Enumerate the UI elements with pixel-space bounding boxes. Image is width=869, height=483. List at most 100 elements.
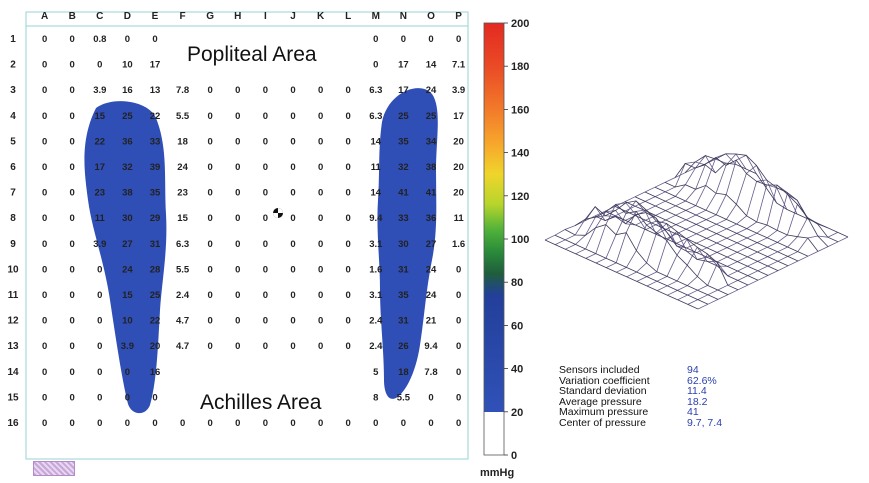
grid-cell-value: 0 — [97, 418, 102, 429]
grid-cell-value: 0 — [42, 239, 47, 250]
stat-value: 94 — [687, 364, 699, 376]
grid-cell-value: 0 — [235, 213, 240, 224]
grid-cell-value: 0 — [346, 316, 351, 327]
grid-cell-value: 9.4 — [424, 341, 438, 352]
column-header: H — [234, 11, 241, 22]
grid-cell-value: 0 — [318, 188, 323, 199]
grid-cell-value: 0 — [42, 188, 47, 199]
grid-cell-value: 0 — [263, 188, 268, 199]
column-header: E — [152, 11, 159, 22]
row-header: 9 — [10, 239, 16, 250]
row-header: 7 — [10, 188, 16, 199]
grid-cell-value: 27 — [426, 239, 437, 250]
grid-cell-value: 0 — [208, 418, 213, 429]
grid-cell-value: 5.5 — [176, 111, 190, 122]
stat-label: Average pressure — [559, 395, 642, 408]
grid-cell-value: 0 — [346, 162, 351, 173]
grid-cell-value: 0 — [125, 418, 130, 429]
grid-cell-value: 0 — [346, 85, 351, 96]
selection-swatch[interactable] — [33, 461, 75, 476]
row-header: 8 — [10, 213, 16, 224]
stat-row: Standard deviation 11.4 — [559, 386, 722, 397]
grid-cell-value: 0 — [290, 111, 295, 122]
grid-cell-value: 18 — [177, 136, 188, 147]
grid-cell-value: 33 — [150, 136, 161, 147]
grid-cell-value: 1.6 — [369, 264, 382, 275]
grid-cell-value: 0 — [235, 239, 240, 250]
grid-cell-value: 38 — [426, 162, 437, 173]
grid-cell-value: 7.8 — [424, 367, 437, 378]
scale-tick-label: 80 — [511, 277, 523, 289]
grid-cell-value: 0 — [70, 392, 75, 403]
stat-value: 9.7, 7.4 — [687, 416, 723, 429]
grid-cell-value: 22 — [150, 111, 161, 122]
grid-cell-value: 24 — [426, 264, 437, 275]
grid-cell-value: 0 — [152, 34, 157, 45]
grid-cell-value: 0 — [125, 34, 130, 45]
grid-cell-value: 0 — [263, 162, 268, 173]
grid-cell-value: 0 — [346, 418, 351, 429]
grid-cell-value: 0 — [346, 188, 351, 199]
grid-cell-value: 0 — [70, 239, 75, 250]
grid-cell-value: 33 — [398, 213, 409, 224]
grid-cell-value: 0 — [263, 418, 268, 429]
grid-cell-value: 0 — [235, 264, 240, 275]
grid-cell-value: 6.3 — [369, 111, 382, 122]
grid-cell-value: 0 — [318, 341, 323, 352]
grid-cell-value: 15 — [95, 111, 106, 122]
grid-cell-value: 0 — [456, 392, 461, 403]
pressure-grid-panel: A B C D E F G H I J K L M N O P 1 2 3 4 5 6 7 8 9 10 11 12 13 14 15 16 0… — [7, 11, 469, 476]
grid-cell-value: 0 — [235, 136, 240, 147]
grid-cell-value: 0 — [70, 418, 75, 429]
grid-cell-value: 0 — [290, 213, 295, 224]
grid-cell-value: 28 — [150, 264, 161, 275]
column-header: A — [41, 11, 48, 22]
grid-cell-value: 0 — [42, 136, 47, 147]
grid-cell-value: 0 — [235, 188, 240, 199]
grid-cell-value: 5.5 — [176, 264, 190, 275]
grid-cell-value: 17 — [95, 162, 106, 173]
column-header: N — [400, 11, 407, 22]
grid-cell-value: 14 — [426, 60, 437, 71]
statistics-panel: Sensors included 94 Variation coefficient 6… — [559, 365, 722, 429]
column-header: P — [455, 11, 462, 22]
grid-cell-value: 31 — [398, 316, 409, 327]
grid-cell-value: 0 — [346, 264, 351, 275]
stat-value: 11.4 — [687, 385, 707, 398]
grid-cell-value: 7.1 — [452, 60, 466, 71]
color-scale-bar — [483, 22, 505, 456]
grid-cell-value: 0 — [42, 60, 47, 71]
grid-cell-value: 0 — [373, 60, 378, 71]
pressure-3d-mesh — [544, 153, 849, 310]
grid-cell-value: 0 — [208, 111, 213, 122]
grid-cell-value: 15 — [177, 213, 188, 224]
scale-tick-label: 0 — [511, 450, 517, 462]
grid-cell-value: 25 — [426, 111, 437, 122]
grid-cell-value: 32 — [122, 162, 133, 173]
pressure-grid: A B C D E F G H I J K L M N O P123456789101112131415160… — [7, 11, 469, 460]
grid-cell-value: 0 — [318, 290, 323, 301]
row-header: 4 — [10, 111, 16, 122]
grid-cell-value: 0 — [235, 418, 240, 429]
grid-cell-value: 0 — [208, 162, 213, 173]
grid-cell-value: 31 — [150, 239, 161, 250]
grid-cell-value: 0 — [208, 341, 213, 352]
grid-cell-value: 21 — [426, 316, 437, 327]
grid-cell-value: 0 — [263, 111, 268, 122]
grid-cell-value: 0 — [290, 162, 295, 173]
grid-cell-value: 7.8 — [176, 85, 189, 96]
grid-cell-value: 1.6 — [452, 239, 465, 250]
grid-cell-value: 25 — [150, 290, 161, 301]
grid-cell-value: 13 — [150, 85, 161, 96]
grid-cell-value: 0 — [263, 341, 268, 352]
grid-cell-value: 30 — [122, 213, 133, 224]
grid-cell-value: 0 — [152, 418, 157, 429]
grid-cell-value: 0 — [428, 418, 433, 429]
grid-cell-value: 0 — [208, 316, 213, 327]
scale-tick-label: 120 — [511, 191, 529, 203]
grid-cell-value: 0 — [456, 316, 461, 327]
grid-cell-value: 16 — [122, 85, 133, 96]
grid-cell-value: 38 — [122, 188, 133, 199]
grid-cell-value: 22 — [150, 316, 161, 327]
achilles-area-label: Achilles Area — [196, 390, 326, 416]
